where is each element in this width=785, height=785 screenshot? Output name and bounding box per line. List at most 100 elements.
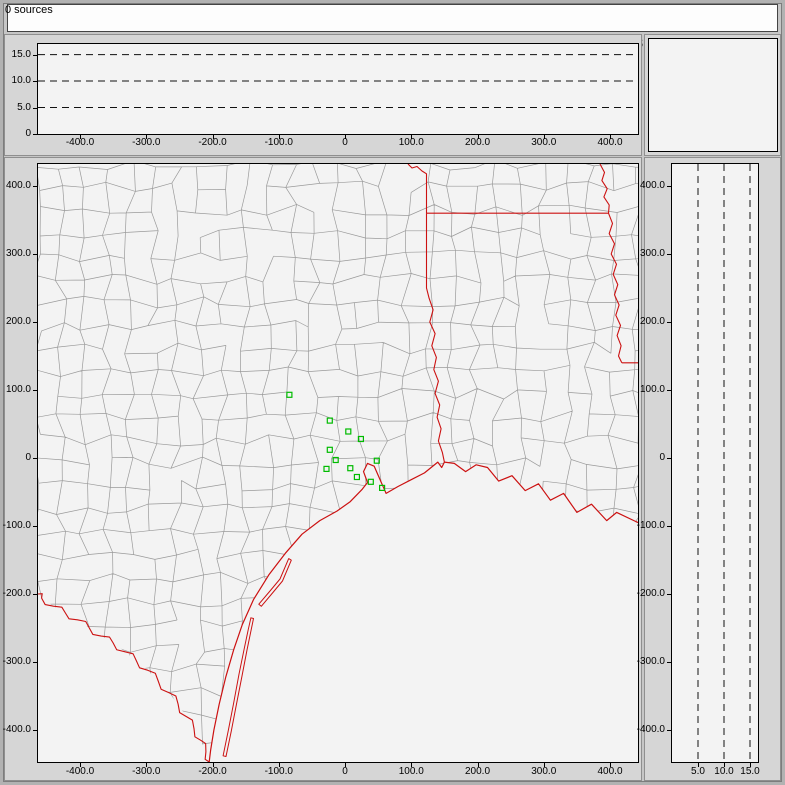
tick-label: 400.0 [597,137,623,148]
altitude-ew-plot[interactable] [37,43,639,135]
tick-mark [146,762,148,767]
rio-grande-border [38,593,210,762]
tick-label: -200.0 [2,587,31,599]
tick-label: 200.0 [464,137,491,148]
tick-label: 0 [659,451,665,463]
lma-station-marker [326,417,333,424]
lma-station-marker [332,456,339,464]
tick-label: -300.0 [132,766,161,777]
lma-station-marker [353,473,360,481]
tick-mark [33,457,38,459]
tick-mark [80,762,81,767]
tick-mark [212,134,214,139]
lma-station-marker [323,465,330,472]
tick-mark [33,185,38,187]
source-count-box [648,38,778,152]
tick-mark [477,762,479,767]
mississippi-river-border [599,164,623,364]
tick-label: 100.0 [5,383,31,395]
tick-mark [33,389,38,391]
tick-label: 10.0 [11,75,31,87]
tick-mark [345,762,346,767]
tick-label: -400.0 [65,766,95,777]
tick-label: -100.0 [264,137,293,148]
tick-mark [543,762,545,767]
tick-mark [667,185,672,187]
tick-mark [667,389,672,391]
altitude-ns-canvas [697,164,751,762]
tick-mark [477,134,479,139]
lma-station-marker [373,457,380,464]
tick-label: 400.0 [5,179,31,191]
tick-mark [750,762,751,767]
tick-mark [80,134,81,139]
tick-label: 400.0 [639,179,665,191]
tick-mark [724,762,725,767]
tick-label: -100.0 [2,519,31,531]
tick-label: -300.0 [132,137,161,148]
tick-label: 200.0 [5,315,31,327]
gulf-coastline [208,461,638,762]
tick-mark [33,321,38,323]
tick-label: -400.0 [636,723,665,735]
tick-label: 300.0 [531,766,557,777]
tick-mark [411,762,413,767]
tick-mark [667,593,672,595]
lma-station-marker [345,428,352,435]
altitude-ew-canvas [38,54,638,109]
plan-view-map-canvas [38,164,638,762]
tick-label: -200.0 [198,137,227,148]
tick-mark [667,729,672,731]
tick-label: 300.0 [5,247,31,259]
tick-mark [33,525,38,527]
tick-mark [33,253,38,255]
station-markers [286,391,386,491]
tick-label: 100.0 [398,766,424,777]
tick-label: -100.0 [264,766,293,777]
tick-label: -300.0 [2,655,31,667]
tick-label: 200.0 [464,766,491,777]
tick-mark [33,593,38,595]
tick-label: -300.0 [636,655,665,667]
tick-mark [278,762,280,767]
source-count-label: 0 sources [5,4,53,16]
tick-mark [411,134,413,139]
tick-mark [278,134,280,139]
lma-station-marker [347,465,354,472]
matagorda-island [258,558,292,607]
lma-station-marker [286,391,293,398]
padre-island [222,617,254,757]
tick-label: 15.0 [740,766,760,777]
tick-label: 15.0 [11,48,31,60]
tick-mark [667,321,672,323]
tick-mark [345,134,346,139]
tick-label: -400.0 [65,137,95,148]
tick-label: -100.0 [636,519,665,531]
tick-label: 0 [25,128,31,139]
tick-mark [33,107,38,109]
plan-view-map-plot[interactable] [37,163,639,763]
tick-mark [33,54,38,56]
tick-mark [33,81,38,83]
altitude-ns-plot[interactable] [671,163,759,763]
tick-label: 0 [342,766,348,777]
tick-label: 0 [25,451,31,463]
tick-mark [698,762,699,767]
tick-mark [667,253,672,255]
tick-label: 100.0 [639,383,665,395]
tick-mark [543,134,545,139]
tick-mark [212,762,214,767]
tick-mark [667,525,672,527]
lma-station-marker [326,446,333,453]
tick-mark [667,457,672,459]
tick-mark [146,134,148,139]
tick-label: 400.0 [597,766,623,777]
tick-label: 10.0 [714,766,734,777]
tick-mark [610,134,611,139]
tick-label: -400.0 [2,723,31,735]
texas-louisiana-border [425,213,445,463]
tick-label: 300.0 [531,137,557,148]
tick-mark [667,661,672,663]
lma-station-marker [379,484,386,491]
